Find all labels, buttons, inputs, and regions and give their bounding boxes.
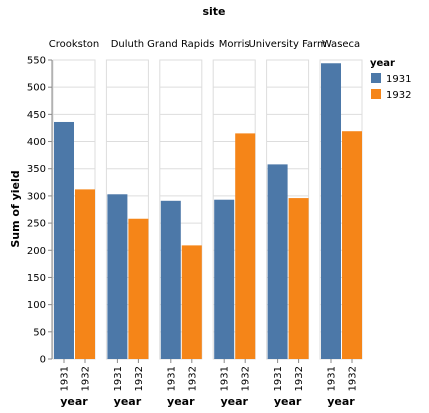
x-axis-title: year: [60, 395, 88, 408]
x-axis-title: year: [274, 395, 302, 408]
bar-1932: [75, 189, 95, 359]
x-tick-label: 1931: [327, 366, 338, 391]
x-axis-title: year: [167, 395, 195, 408]
facet-header: Waseca: [322, 39, 360, 50]
x-tick-label: 1931: [113, 366, 124, 391]
facet-waseca: Waseca 1931 1932 year: [319, 39, 363, 408]
x-axis-title: year: [220, 395, 248, 408]
x-tick-label: 1932: [241, 366, 252, 391]
facet-header: Crookston: [49, 39, 100, 50]
facet-header: Morris: [219, 39, 250, 50]
y-tick-label: 500: [27, 83, 46, 94]
x-tick-label: 1931: [166, 366, 177, 391]
y-tick-label: 0: [40, 355, 46, 366]
bar-1932: [181, 245, 202, 359]
bar-1932: [288, 198, 309, 359]
legend-label: 1932: [386, 90, 411, 101]
facet-duluth: Duluth 1931 1932 year: [105, 39, 149, 408]
bar-1931: [54, 121, 74, 359]
y-tick-label: 400: [27, 137, 46, 148]
facet-header: Grand Rapids: [147, 39, 214, 50]
bar-1931: [321, 63, 341, 360]
bar-1932: [342, 131, 362, 359]
x-tick-label: 1931: [60, 366, 71, 391]
x-tick-label: 1932: [187, 366, 198, 391]
y-tick-label: 200: [27, 246, 46, 257]
y-tick-label: 350: [27, 164, 46, 175]
facet-morris: Morris 1931 1932 year: [212, 39, 256, 408]
bar-1931: [107, 194, 128, 359]
facet-header: Duluth: [111, 39, 144, 50]
x-tick-label: 1932: [134, 366, 145, 391]
y-tick-label: 150: [27, 273, 46, 284]
facet-university-farm: University Farm 1931 1932 year: [248, 39, 326, 408]
x-tick-label: 1932: [81, 366, 92, 391]
legend-title: year: [370, 58, 395, 69]
y-tick-label: 250: [27, 219, 46, 230]
y-axis-title: Sum of yield: [9, 170, 22, 247]
bar-1931: [267, 164, 288, 359]
facet-crookston: Crookston 1931 1932 year: [49, 39, 100, 408]
y-tick-label: 450: [27, 110, 46, 121]
bar-1932: [128, 218, 149, 359]
y-tick-label: 300: [27, 191, 46, 202]
y-axis: 0 50 100 150 200 250 300 350 400 450 500 550: [27, 56, 53, 366]
x-tick-label: 1932: [294, 366, 305, 391]
facet-header: University Farm: [248, 39, 326, 50]
y-tick-label: 100: [27, 300, 46, 311]
y-tick-label: 50: [33, 327, 46, 338]
x-tick-label: 1932: [348, 366, 359, 391]
x-tick-label: 1931: [220, 366, 231, 391]
legend: year 1931 1932: [370, 58, 411, 101]
x-axis-title: year: [327, 395, 355, 408]
y-tick-label: 550: [27, 56, 46, 67]
bar-1932: [235, 133, 256, 359]
legend-items: 1931 1932: [371, 73, 411, 101]
x-axis-title: year: [114, 395, 142, 408]
bar-1931: [214, 199, 235, 359]
legend-swatch-1932: [371, 89, 381, 99]
chart-title: site: [202, 5, 225, 18]
bar-1931: [160, 200, 181, 359]
legend-label: 1931: [386, 74, 411, 85]
x-tick-label: 1931: [273, 366, 284, 391]
legend-swatch-1931: [371, 73, 381, 83]
facet-grand-rapids: Grand Rapids 1931 1932 year: [147, 39, 214, 408]
